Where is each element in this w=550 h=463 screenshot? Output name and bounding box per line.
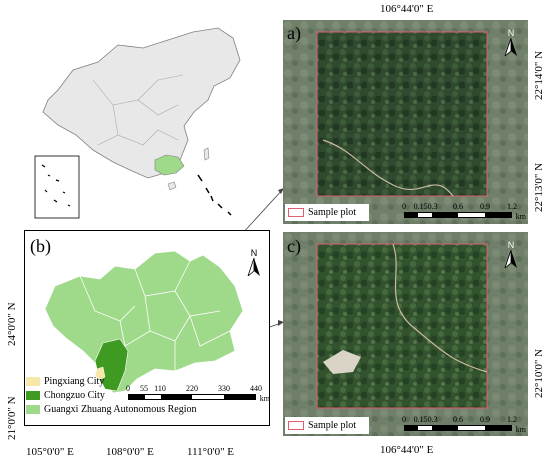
guangxi-highlight bbox=[154, 154, 185, 176]
sample-plot-legend-a: Sample plot bbox=[285, 204, 369, 221]
bare-land-patch bbox=[323, 350, 361, 374]
sample-plot-swatch bbox=[288, 421, 304, 430]
legend-swatch bbox=[26, 404, 40, 414]
scale-tick: 0 bbox=[402, 202, 406, 211]
legend-swatch bbox=[26, 376, 40, 386]
panel-b-label: (b) bbox=[30, 236, 51, 256]
scale-bar-a: 0 0.150.3 0.6 0.9 1.2 km bbox=[402, 202, 526, 221]
north-arrow-c: N bbox=[503, 240, 519, 270]
scale-tick: 0.150.3 bbox=[413, 202, 438, 211]
scale-tick: 220 bbox=[186, 384, 198, 393]
north-label: N bbox=[507, 28, 515, 38]
north-arrow-icon bbox=[504, 249, 517, 270]
scale-tick: 440 bbox=[250, 384, 262, 393]
north-arrow-icon bbox=[504, 37, 517, 58]
lon-label-b-1: 105°0'0" E bbox=[26, 446, 74, 458]
road-line bbox=[392, 243, 488, 373]
satellite-image-c bbox=[283, 232, 528, 436]
sample-plot-legend-c: Sample plot bbox=[285, 417, 369, 434]
china-provinces bbox=[92, 74, 184, 146]
satellite-image-a bbox=[283, 20, 528, 224]
china-overview-map bbox=[34, 27, 241, 219]
pingxiang-city bbox=[94, 366, 106, 381]
sample-plot-label: Sample plot bbox=[308, 420, 357, 431]
legend-item: Chongzuo City bbox=[26, 388, 266, 402]
legend-label: Chongzuo City bbox=[44, 389, 105, 401]
china-outline bbox=[42, 27, 241, 179]
scale-tick: 0.6 bbox=[453, 415, 463, 424]
legend-swatch bbox=[26, 390, 40, 400]
guangxi-region bbox=[44, 250, 244, 394]
sample-plot-area bbox=[316, 243, 488, 409]
legend-label: Guangxi Zhuang Autonomous Region bbox=[44, 403, 197, 415]
lat-label-a-bottom: 22°13'0" N bbox=[533, 162, 545, 212]
lon-label-c: 106°44'0" E bbox=[380, 444, 434, 456]
lon-label-b-2: 108°0'0" E bbox=[106, 446, 154, 458]
sea-boundary-dashes bbox=[197, 174, 232, 216]
scale-tick: 330 bbox=[218, 384, 230, 393]
scale-bar-c: 0 0.150.3 0.6 0.9 1.2 km bbox=[402, 415, 526, 434]
south-china-sea-inset bbox=[34, 155, 80, 219]
scale-bar bbox=[404, 425, 512, 431]
inset-islands bbox=[41, 164, 71, 207]
north-label: N bbox=[507, 240, 515, 250]
scale-tick: 0.9 bbox=[480, 415, 490, 424]
north-label: N bbox=[250, 248, 258, 258]
legend-label: Pingxiang City bbox=[44, 375, 105, 387]
scale-tick: 1.2 bbox=[507, 202, 517, 211]
lat-label-b-bottom: 21°0'0" N bbox=[6, 396, 18, 440]
panel-c-label: c) bbox=[287, 236, 301, 256]
scale-bar bbox=[128, 394, 256, 400]
scale-tick: 1.2 bbox=[507, 415, 517, 424]
scale-tick: 0 bbox=[402, 415, 406, 424]
scale-unit: km bbox=[515, 212, 526, 221]
scale-tick: 0.150.3 bbox=[413, 415, 438, 424]
legend-b: Pingxiang City Chongzuo City Guangxi Zhu… bbox=[26, 374, 266, 416]
lon-label-a: 106°44'0" E bbox=[380, 3, 434, 15]
lat-label-b-top: 24°0'0" N bbox=[6, 302, 18, 346]
scale-tick: 0 bbox=[126, 384, 130, 393]
guangxi-map bbox=[44, 250, 244, 394]
legend-item: Pingxiang City bbox=[26, 374, 266, 388]
scale-tick: 0.9 bbox=[480, 202, 490, 211]
scale-bar-b: 0 55 110 220 330 440 km bbox=[126, 384, 270, 403]
scale-tick: 0.6 bbox=[453, 202, 463, 211]
road-line bbox=[322, 139, 454, 197]
hainan-island bbox=[167, 181, 177, 191]
legend-item: Guangxi Zhuang Autonomous Region bbox=[26, 402, 266, 416]
north-arrow-icon bbox=[247, 257, 260, 278]
lat-label-c: 22°10'0" N bbox=[533, 348, 545, 398]
sample-plot-area bbox=[316, 31, 488, 197]
sample-plot-label: Sample plot bbox=[308, 207, 357, 218]
scale-bar bbox=[404, 212, 512, 218]
panel-a-label: a) bbox=[287, 23, 301, 43]
north-arrow-a: N bbox=[503, 28, 519, 58]
lon-label-b-3: 111°0'0" E bbox=[187, 446, 235, 458]
scale-tick: 110 bbox=[154, 384, 166, 393]
sample-plot-swatch bbox=[288, 208, 304, 217]
scale-tick: 55 bbox=[140, 384, 148, 393]
north-arrow-b: N bbox=[246, 248, 262, 278]
lat-label-a-top: 22°14'0" N bbox=[533, 50, 545, 100]
scale-unit: km bbox=[259, 394, 270, 403]
scale-unit: km bbox=[515, 425, 526, 434]
taiwan-island bbox=[203, 147, 210, 161]
